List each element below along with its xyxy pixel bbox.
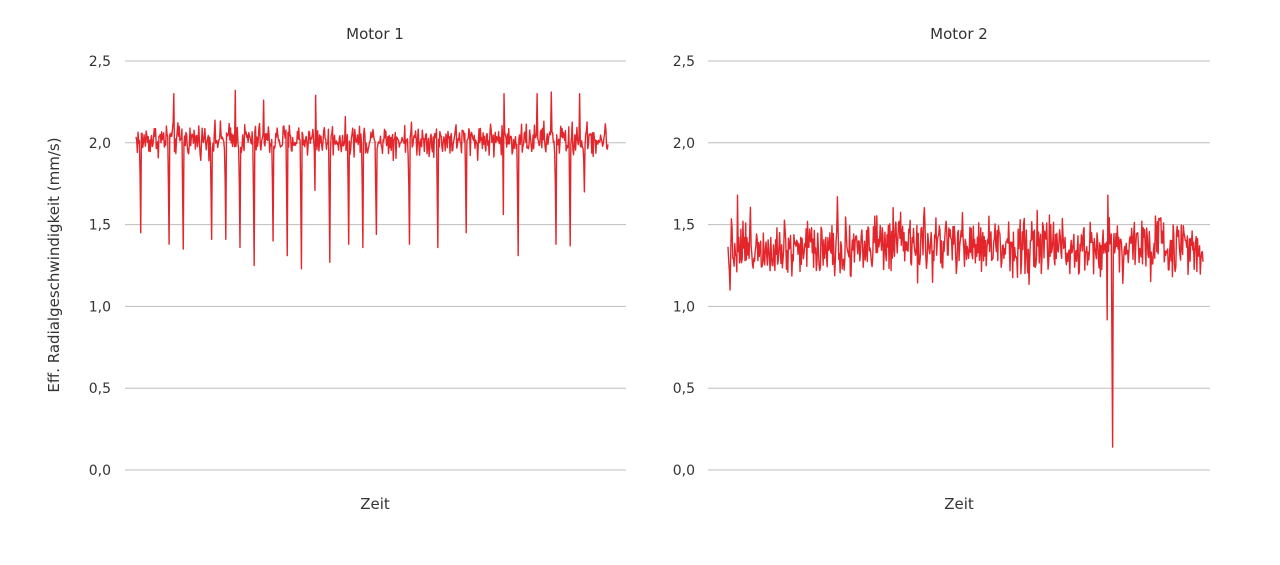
chart-panel-motor-2: Motor 2 0,0 0,5 1,0 1,5 2,0 2,5 Zeit [673, 25, 1210, 513]
x-axis-label: Zeit [360, 495, 390, 513]
y-tick-label: 2,0 [673, 136, 695, 152]
y-tick-label: 2,0 [89, 136, 111, 152]
series-line [135, 89, 609, 270]
y-tick-label: 1,5 [673, 218, 695, 234]
chart-panel-motor-1: Motor 1 0,0 0,5 1,0 1,5 2,0 2,5 Zeit Eff. Rad… [45, 25, 626, 513]
y-tick-label: 0,5 [673, 381, 695, 397]
y-tick-label: 1,0 [673, 299, 695, 315]
y-tick-label: 1,5 [89, 218, 111, 234]
y-tick-label: 2,5 [673, 54, 695, 70]
y-tick-label: 0,5 [89, 381, 111, 397]
y-axis-label: Eff. Radialgeschwindigkeit (mm/s) [45, 137, 63, 392]
chart-title: Motor 2 [930, 25, 988, 43]
y-tick-labels: 0,0 0,5 1,0 1,5 2,0 2,5 [673, 54, 695, 479]
gridlines [708, 60, 1210, 471]
y-tick-label: 0,0 [89, 463, 111, 479]
y-tick-label: 0,0 [673, 463, 695, 479]
y-tick-label: 2,5 [89, 54, 111, 70]
series-line [727, 194, 1204, 448]
y-tick-labels: 0,0 0,5 1,0 1,5 2,0 2,5 [89, 54, 111, 479]
x-axis-label: Zeit [944, 495, 974, 513]
chart-title: Motor 1 [346, 25, 404, 43]
y-tick-label: 1,0 [89, 299, 111, 315]
